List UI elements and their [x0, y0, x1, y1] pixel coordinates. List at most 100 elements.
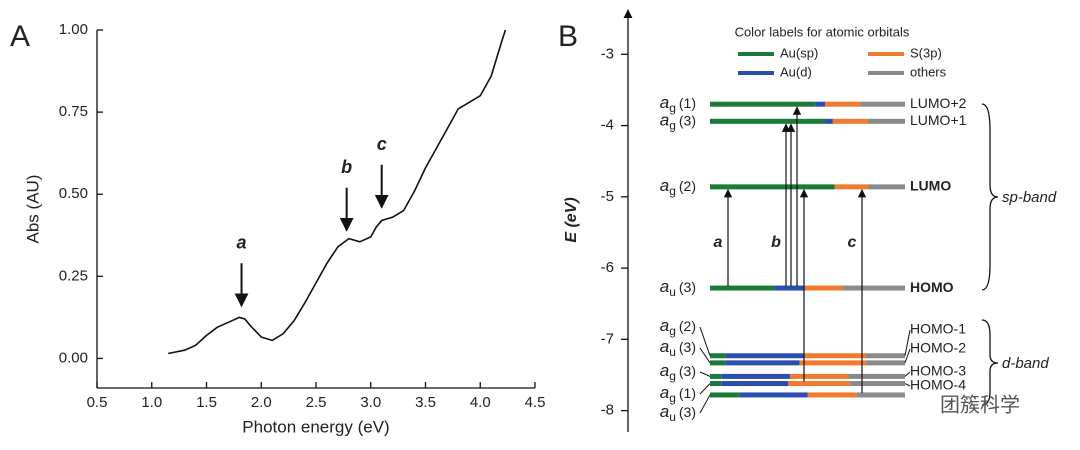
- subscript: g: [669, 101, 676, 115]
- level-segment: [867, 184, 905, 190]
- leader: [699, 383, 711, 395]
- level-symmetry: ag (1): [660, 94, 696, 116]
- level-symmetry: au (3): [660, 278, 696, 300]
- level-symmetry: au (3): [660, 337, 696, 359]
- subscript: g: [669, 118, 676, 132]
- leader: [699, 326, 711, 356]
- legend-label: others: [910, 64, 947, 79]
- level-segment: [710, 360, 726, 366]
- level-segment: [848, 373, 905, 379]
- index: (3): [679, 279, 696, 295]
- y-tick-label: -4: [601, 117, 614, 134]
- level-segment: [832, 118, 868, 124]
- x-tick-label: 4.0: [470, 394, 491, 411]
- level-symmetry: ag (2): [660, 316, 696, 338]
- x-tick-label: 3.0: [360, 394, 381, 411]
- leader: [904, 371, 911, 377]
- symbol: a: [660, 316, 669, 335]
- level-segment: [710, 101, 816, 107]
- level-segment: [725, 353, 804, 359]
- watermark: 团簇科学: [940, 393, 1020, 416]
- band-label: sp-band: [1002, 189, 1057, 206]
- symbol: a: [660, 402, 669, 421]
- level-segment: [710, 381, 722, 387]
- level-segment: [803, 285, 843, 291]
- index: (3): [679, 404, 696, 420]
- y-axis-label: E (eV): [563, 197, 580, 242]
- subscript: g: [669, 184, 676, 198]
- level-segment: [788, 381, 851, 387]
- y-axis-label: Abs (AU): [23, 175, 42, 244]
- y-tick-label: 1.00: [59, 21, 88, 38]
- subscript: u: [669, 285, 676, 299]
- level-segment: [825, 118, 833, 124]
- brace: [981, 319, 999, 406]
- leader: [699, 394, 711, 414]
- level-segment: [710, 392, 740, 398]
- x-tick-label: 2.5: [306, 394, 327, 411]
- symbol: a: [660, 94, 669, 113]
- y-tick-label: 0.00: [59, 349, 88, 366]
- level-segment: [815, 101, 826, 107]
- symbol: a: [660, 111, 669, 130]
- level-segment: [710, 285, 775, 291]
- y-tick-label: 0.25: [59, 267, 88, 284]
- leader: [904, 348, 911, 364]
- transition-label: a: [714, 234, 723, 251]
- absorption-line: [168, 29, 507, 355]
- level-name: HOMO: [910, 279, 954, 295]
- legend-title: Color labels for atomic orbitals: [735, 24, 910, 39]
- y-tick-label: -3: [601, 45, 614, 62]
- symbol: a: [660, 176, 669, 195]
- transition-label: b: [771, 234, 781, 251]
- legend-label: S(3p): [910, 45, 942, 60]
- level-segment: [721, 381, 788, 387]
- x-tick-label: 3.5: [415, 394, 436, 411]
- level-segment: [789, 373, 849, 379]
- level-segment: [860, 101, 905, 107]
- level-segment: [710, 373, 722, 379]
- level-segment: [866, 360, 905, 366]
- level-segment: [774, 285, 804, 291]
- y-tick-label: -6: [601, 259, 614, 276]
- x-axis-label: Photon energy (eV): [242, 417, 389, 436]
- subscript: u: [669, 410, 676, 424]
- index: (3): [679, 112, 696, 128]
- panel-label: A: [10, 20, 30, 53]
- level-segment: [807, 392, 857, 398]
- level-segment: [799, 360, 866, 366]
- level-segment: [739, 392, 808, 398]
- legend-label: Au(d): [780, 64, 812, 79]
- leader: [699, 371, 711, 377]
- level-symmetry: au (3): [660, 402, 696, 424]
- level-segment: [725, 360, 800, 366]
- level-symmetry: ag (1): [660, 383, 696, 405]
- level-symmetry: ag (3): [660, 111, 696, 133]
- level-name: HOMO-2: [910, 340, 966, 356]
- subscript: g: [669, 391, 676, 405]
- x-tick-label: 1.5: [196, 394, 217, 411]
- subscript: g: [669, 324, 676, 338]
- leader: [904, 383, 911, 387]
- x-tick-label: 0.5: [87, 394, 108, 411]
- legend-label: Au(sp): [780, 45, 818, 60]
- level-symmetry: ag (3): [660, 361, 696, 383]
- level-name: HOMO-4: [910, 377, 966, 393]
- y-tick-label: -7: [601, 330, 614, 347]
- subscript: u: [669, 345, 676, 359]
- band-label: d-band: [1002, 355, 1049, 372]
- symbol: a: [660, 383, 669, 402]
- level-segment: [834, 184, 868, 190]
- subscript: g: [669, 369, 676, 383]
- transition-label: c: [848, 234, 857, 251]
- brace: [981, 103, 999, 291]
- leader: [904, 329, 911, 356]
- level-name: LUMO: [910, 178, 951, 194]
- annotation-label: b: [341, 157, 352, 177]
- panel-label: B: [558, 20, 578, 53]
- index: (1): [679, 95, 696, 111]
- leader: [699, 347, 711, 364]
- x-tick-label: 2.0: [251, 394, 272, 411]
- level-segment: [825, 101, 861, 107]
